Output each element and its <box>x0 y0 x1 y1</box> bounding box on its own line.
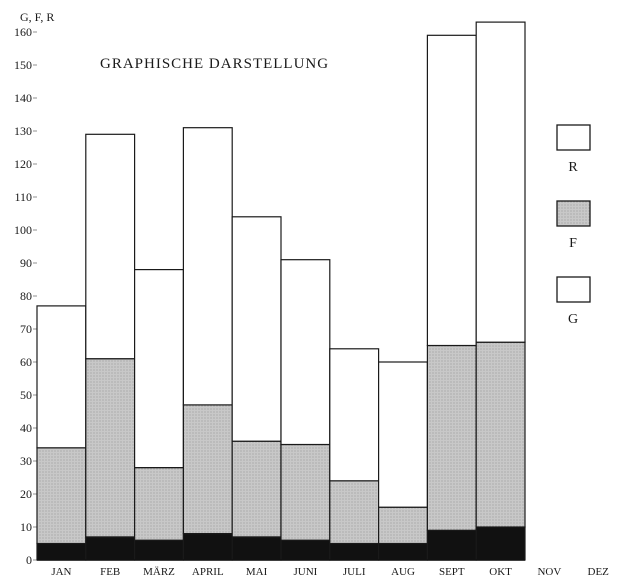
bar-segment-f <box>85 358 136 538</box>
y-tick-label: 130 <box>14 124 32 138</box>
legend-label-g: G <box>568 312 578 327</box>
bar-segment-r <box>280 259 331 446</box>
y-tick-label: 0 <box>26 553 32 567</box>
x-tick-label: AUG <box>391 566 415 578</box>
bar-segment-g <box>85 536 136 561</box>
y-tick-label: 20 <box>20 487 32 501</box>
y-tick-label: 50 <box>20 388 32 402</box>
bar-segment-f <box>134 467 185 541</box>
y-tick-label: 120 <box>14 157 32 171</box>
bar-segment-r <box>329 348 380 482</box>
bar-segment-g <box>134 539 185 561</box>
bar-segment-r <box>182 127 233 406</box>
legend-swatch-f <box>556 200 591 227</box>
legend-swatch-g <box>556 276 591 303</box>
x-tick-label: JULI <box>343 566 366 578</box>
x-tick-label: MAI <box>246 566 268 578</box>
y-tick-label: 40 <box>20 421 32 435</box>
bar-segment-g <box>182 532 233 561</box>
x-tick-label: APRIL <box>192 566 224 578</box>
bar-segment-g <box>329 542 380 561</box>
bar-segment-r <box>85 133 136 360</box>
bar-segment-f <box>378 506 429 545</box>
y-tick-label: 80 <box>20 289 32 303</box>
bar-segment-g <box>231 536 282 561</box>
y-tick-label: 160 <box>14 25 32 39</box>
bar-segment-f <box>231 440 282 538</box>
legend: R F G <box>556 124 591 327</box>
chart-title: GRAPHISCHE DARSTELLUNG <box>100 56 329 72</box>
bar-segment-f <box>426 344 477 531</box>
y-tick-label: 60 <box>20 355 32 369</box>
y-tick-label: 30 <box>20 454 32 468</box>
x-axis-labels: JAN FEB MÄRZ APRIL MAI JUNI JULI AUG SEPT OKT NOV D… <box>51 566 609 578</box>
legend-label-r: R <box>568 160 578 175</box>
bar-segment-g <box>426 529 477 561</box>
bar-segment-r <box>378 361 429 508</box>
y-axis: 0 10 20 30 40 50 60 70 80 90 100 110 120 130 140 150 160 <box>14 25 37 567</box>
x-tick-label: JAN <box>51 566 71 578</box>
y-tick-label: 90 <box>20 256 32 270</box>
x-tick-label: DEZ <box>588 566 610 578</box>
x-tick-label: JUNI <box>293 566 317 578</box>
bar-segment-g <box>280 539 331 561</box>
bar-segment-r <box>426 34 477 347</box>
x-tick-label: SEPT <box>439 566 465 578</box>
bar-segment-r <box>134 269 185 469</box>
bar-segment-r <box>475 21 526 343</box>
y-tick-label: 100 <box>14 223 32 237</box>
y-tick-label: 140 <box>14 91 32 105</box>
bar-segment-f <box>280 443 331 541</box>
y-tick-label: 10 <box>20 520 32 534</box>
legend-label-f: F <box>569 236 577 251</box>
y-tick-label: 110 <box>14 190 32 204</box>
bar-segment-r <box>231 216 282 442</box>
y-axis-title: G, F, R <box>20 10 54 24</box>
bar-segment-f <box>329 480 380 545</box>
legend-swatch-r <box>556 124 591 151</box>
y-tick-label: 150 <box>14 58 32 72</box>
bar-segment-f <box>182 404 233 535</box>
bar-segment-f <box>475 341 526 528</box>
x-tick-label: MÄRZ <box>143 566 175 578</box>
bar-segment-g <box>475 526 526 561</box>
bar-segment-g <box>378 542 429 561</box>
bar-segment-g <box>36 542 87 561</box>
x-tick-label: NOV <box>537 566 561 578</box>
bar-segment-f <box>36 447 87 545</box>
bar-segment-r <box>36 305 87 449</box>
y-tick-label: 70 <box>20 322 32 336</box>
bars <box>36 21 526 561</box>
x-tick-label: OKT <box>489 566 512 578</box>
x-tick-label: FEB <box>100 566 120 578</box>
